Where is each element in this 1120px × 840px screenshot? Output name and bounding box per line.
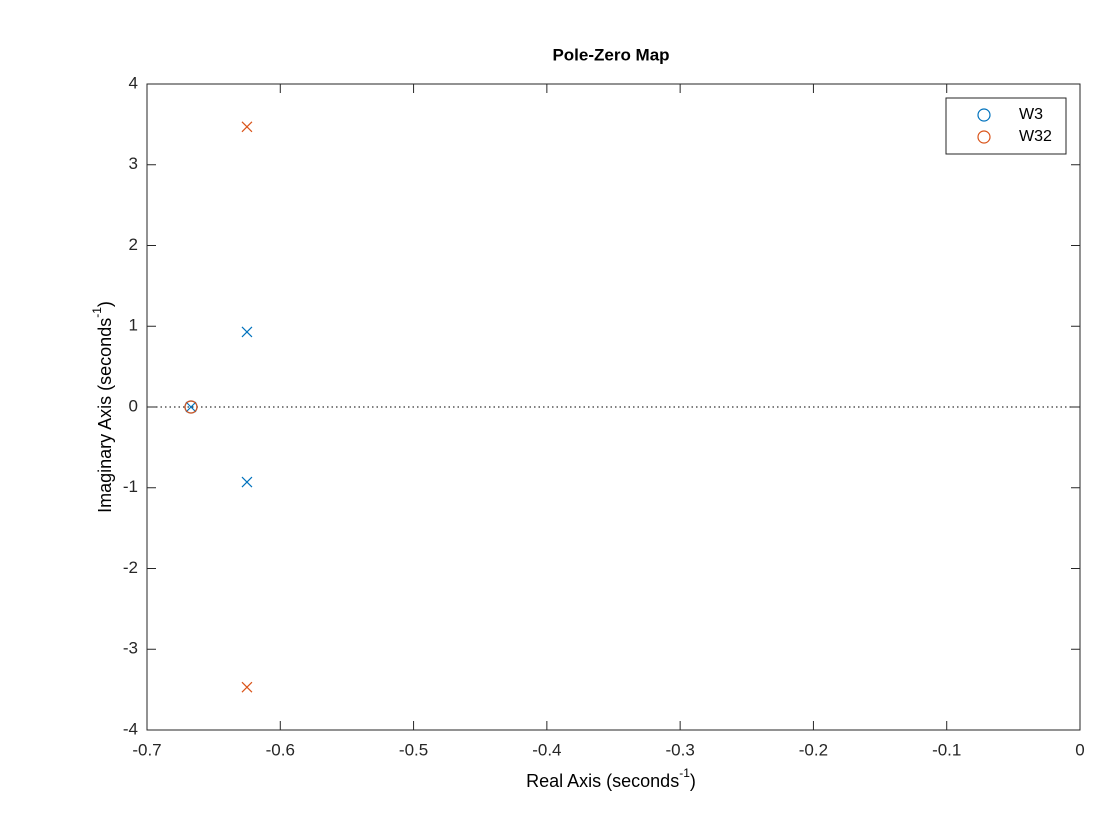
- legend-label: W3: [1019, 106, 1043, 123]
- pole-marker: [241, 476, 253, 488]
- y-tick-label: 3: [129, 154, 138, 173]
- x-label-text: Real Axis (seconds: [526, 771, 679, 791]
- legend-label: W32: [1019, 128, 1052, 145]
- x-tick-label: -0.3: [665, 740, 694, 759]
- x-axis-label: Real Axis (seconds-1): [526, 766, 696, 791]
- y-axis-label: Imaginary Axis (seconds-1): [90, 301, 115, 513]
- y-tick-label: -2: [123, 558, 138, 577]
- y-label-sup: -1: [90, 307, 104, 318]
- legend-marker: [977, 108, 991, 122]
- pole-marker: [241, 121, 253, 133]
- zero-marker: [184, 400, 198, 414]
- x-tick-label: -0.1: [932, 740, 961, 759]
- x-label-close: ): [690, 771, 696, 791]
- pole-marker: [241, 326, 253, 338]
- pole-marker: [241, 681, 253, 693]
- legend-marker: [977, 130, 991, 144]
- x-tick-label: -0.6: [266, 740, 295, 759]
- y-tick-label: -1: [123, 477, 138, 496]
- x-tick-label: 0: [1075, 740, 1084, 759]
- chart-title: Pole-Zero Map: [552, 45, 669, 64]
- y-tick-label: 0: [129, 396, 138, 415]
- y-tick-label: 2: [129, 235, 138, 254]
- pole-marker: [185, 401, 197, 413]
- legend-box: [945, 97, 1067, 155]
- y-tick-label: -3: [123, 639, 138, 658]
- y-tick-label: -4: [123, 719, 138, 738]
- x-tick-label: -0.4: [532, 740, 561, 759]
- x-tick-label: -0.5: [399, 740, 428, 759]
- y-tick-label: 4: [129, 73, 138, 92]
- y-label-close: ): [95, 301, 115, 307]
- x-tick-label: -0.7: [132, 740, 161, 759]
- y-tick-label: 1: [129, 316, 138, 335]
- x-tick-label: -0.2: [799, 740, 828, 759]
- x-label-sup: -1: [679, 766, 690, 780]
- y-label-text: Imaginary Axis (seconds: [95, 318, 115, 513]
